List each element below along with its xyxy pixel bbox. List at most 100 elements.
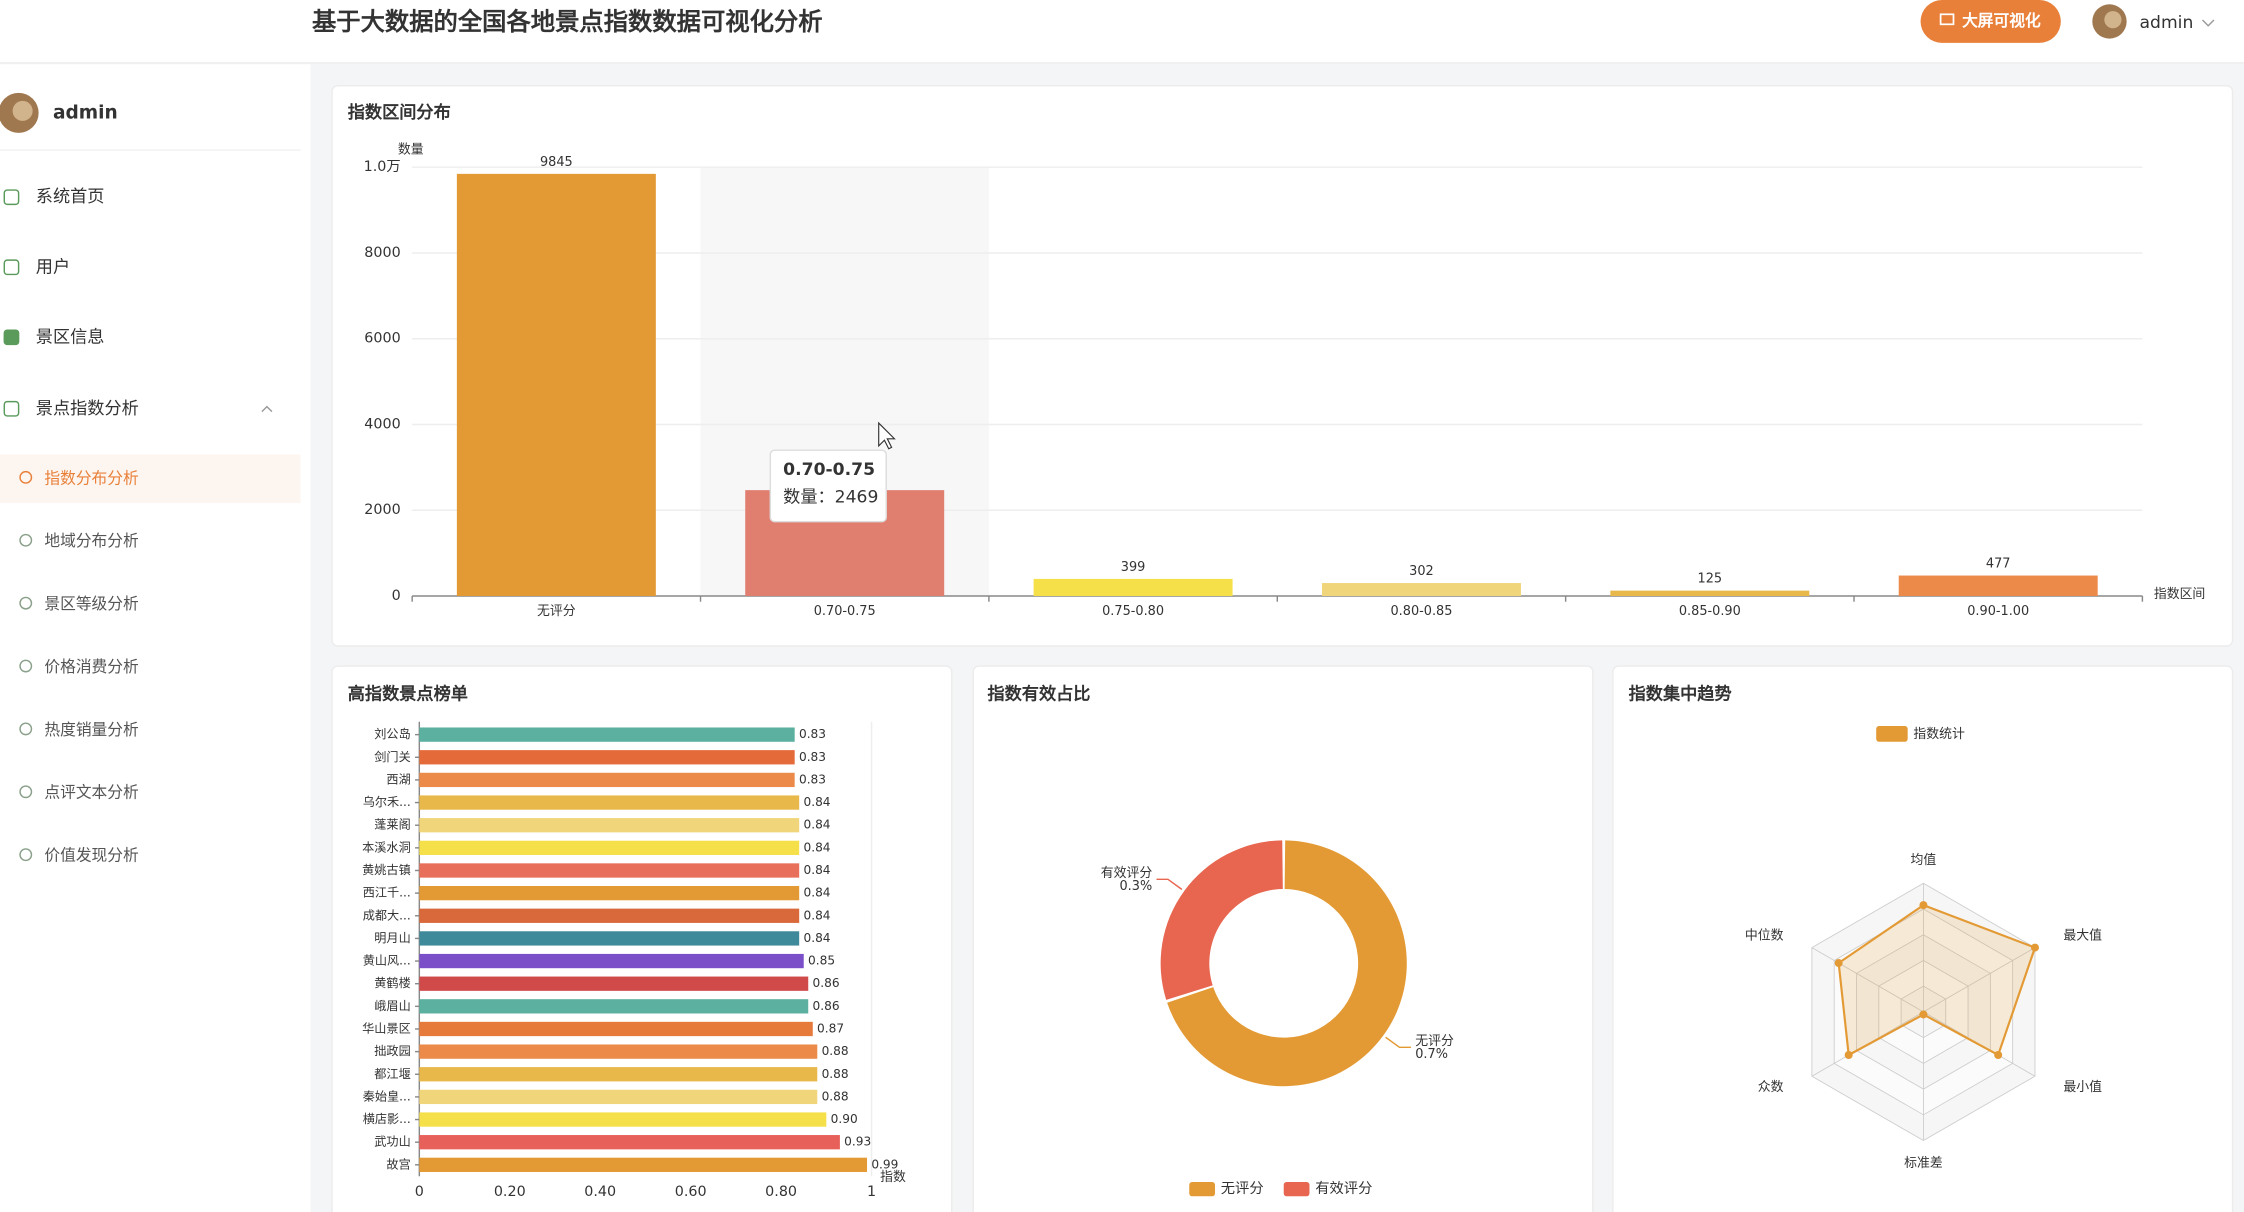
y-tick-label: 4000 bbox=[364, 416, 400, 432]
bar bbox=[419, 953, 804, 969]
bar bbox=[419, 1089, 818, 1105]
donut-slice bbox=[1160, 840, 1283, 1000]
bar bbox=[419, 772, 795, 788]
screen-button[interactable] bbox=[1920, 0, 2061, 43]
leader-line bbox=[1156, 878, 1183, 890]
radar-indicator: 标准差 bbox=[1904, 1156, 1943, 1171]
menu-chevron bbox=[261, 405, 273, 413]
radar-point bbox=[2030, 943, 2039, 952]
x-tick-label: 0.80-0.85 bbox=[1390, 604, 1452, 619]
bar-value-label: 0.83 bbox=[799, 727, 826, 741]
radar-point bbox=[1844, 1050, 1853, 1059]
radar-point bbox=[1919, 901, 1928, 910]
legend-label[interactable]: 无评分 bbox=[1221, 1180, 1264, 1197]
screen-button-label[interactable]: 大屏可视化 bbox=[1962, 11, 2041, 30]
radar-indicator: 均值 bbox=[1911, 852, 1937, 868]
x-tick-label: 0.20 bbox=[494, 1184, 526, 1200]
x-tick-label: 0.70-0.75 bbox=[814, 604, 876, 619]
user-chevron bbox=[2201, 19, 2215, 27]
legend-label[interactable]: 指数统计 bbox=[1913, 727, 1965, 742]
x-tick-label: 0.75-0.80 bbox=[1102, 604, 1164, 619]
slice-label: 无评分 bbox=[1415, 1034, 1454, 1049]
header-user[interactable]: admin bbox=[2140, 13, 2194, 33]
y-tick-label: 故宫 bbox=[386, 1156, 410, 1171]
bar bbox=[419, 1112, 827, 1127]
menu-item[interactable]: 系统首页 bbox=[36, 187, 105, 207]
y-tick-label: 剑门关 bbox=[374, 749, 410, 764]
bar-value-label: 9845 bbox=[540, 155, 573, 170]
submenu-icon bbox=[19, 596, 33, 610]
y-tick-label: 1.0万 bbox=[364, 159, 401, 175]
legend-swatch bbox=[1189, 1181, 1216, 1197]
panel-title: 高指数景点榜单 bbox=[348, 684, 468, 705]
menu-item[interactable]: 景点指数分析 bbox=[36, 399, 139, 419]
submenu-icon bbox=[19, 848, 33, 862]
submenu-item[interactable]: 指数分布分析 bbox=[44, 468, 139, 487]
bar-value-label: 0.84 bbox=[803, 795, 830, 809]
submenu-item[interactable]: 价格消费分析 bbox=[44, 657, 139, 676]
bar bbox=[419, 976, 809, 991]
bar bbox=[419, 840, 800, 855]
x-tick-label: 无评分 bbox=[537, 604, 576, 619]
radar-indicator: 众数 bbox=[1758, 1080, 1784, 1095]
submenu-icon bbox=[19, 785, 33, 799]
submenu-item[interactable]: 热度销量分析 bbox=[44, 720, 139, 739]
bar bbox=[419, 818, 800, 833]
avatar-face bbox=[12, 100, 33, 121]
y-tick-label: 武功山 bbox=[374, 1135, 410, 1149]
y-tick-label: 0 bbox=[392, 588, 401, 604]
y-tick-label: 明月山 bbox=[374, 931, 410, 945]
bar bbox=[419, 750, 795, 765]
bar bbox=[419, 1157, 868, 1172]
menu-item[interactable]: 景区信息 bbox=[36, 327, 105, 347]
bar-value-label: 0.93 bbox=[844, 1135, 871, 1149]
y-tick-label: 本溪水洞 bbox=[362, 840, 411, 854]
slice-label: 有效评分 bbox=[1101, 866, 1153, 881]
bar-value-label: 0.99 bbox=[871, 1157, 898, 1171]
submenu-item[interactable]: 景区等级分析 bbox=[44, 594, 139, 613]
y-tick-label: 横店影... bbox=[363, 1112, 411, 1126]
bar-value-label: 477 bbox=[1986, 557, 2011, 572]
legend-label[interactable]: 有效评分 bbox=[1315, 1180, 1372, 1197]
bar-value-label: 125 bbox=[1698, 572, 1723, 587]
menu-icon bbox=[3, 259, 20, 276]
radar-spoke bbox=[1811, 947, 1924, 1013]
tooltip-title: 0.70-0.75 bbox=[783, 460, 875, 480]
bar-value-label: 0.86 bbox=[813, 976, 840, 990]
panel bbox=[972, 665, 1594, 1212]
x-tick-label: 0 bbox=[415, 1184, 424, 1200]
menu-icon bbox=[3, 329, 20, 346]
bar bbox=[419, 863, 800, 878]
header-bar bbox=[0, 0, 2244, 63]
y-tick-label: 乌尔禾... bbox=[363, 794, 411, 809]
slice-value-label: 0.3% bbox=[1120, 879, 1153, 894]
radar-indicator: 最小值 bbox=[2063, 1079, 2102, 1095]
avatar-face bbox=[2104, 11, 2122, 29]
submenu-icon bbox=[19, 722, 33, 736]
submenu-item[interactable]: 点评文本分析 bbox=[44, 783, 139, 802]
page-title: 基于大数据的全国各地景点指数数据可视化分析 bbox=[312, 7, 823, 36]
bar-value-label: 0.87 bbox=[817, 1021, 844, 1035]
radar-indicator: 最大值 bbox=[2063, 928, 2102, 944]
legend-swatch bbox=[1283, 1181, 1310, 1197]
bar-value-label: 0.84 bbox=[803, 931, 830, 945]
submenu-item[interactable]: 地域分布分析 bbox=[44, 531, 139, 550]
x-tick-label: 0.40 bbox=[584, 1184, 616, 1200]
submenu-item[interactable]: 价值发现分析 bbox=[44, 846, 139, 865]
bar bbox=[419, 1044, 818, 1059]
bar bbox=[419, 1135, 840, 1150]
x-tick-label: 0.80 bbox=[765, 1184, 797, 1200]
submenu-icon bbox=[19, 659, 33, 673]
panel-title: 指数有效占比 bbox=[987, 684, 1090, 705]
panel-title: 指数区间分布 bbox=[348, 102, 451, 123]
menu-item[interactable]: 用户 bbox=[36, 257, 70, 277]
y-tick-label: 6000 bbox=[364, 331, 400, 347]
y-axis-label: 数量 bbox=[398, 143, 424, 158]
submenu-active-bg bbox=[0, 454, 301, 504]
bar bbox=[419, 931, 800, 946]
y-tick-label: 华山景区 bbox=[362, 1020, 411, 1035]
bar-value-label: 0.90 bbox=[831, 1112, 858, 1126]
y-tick-label: 峨眉山 bbox=[374, 999, 410, 1013]
bar-value-label: 0.84 bbox=[803, 886, 830, 900]
bar-value-label: 399 bbox=[1121, 560, 1146, 575]
